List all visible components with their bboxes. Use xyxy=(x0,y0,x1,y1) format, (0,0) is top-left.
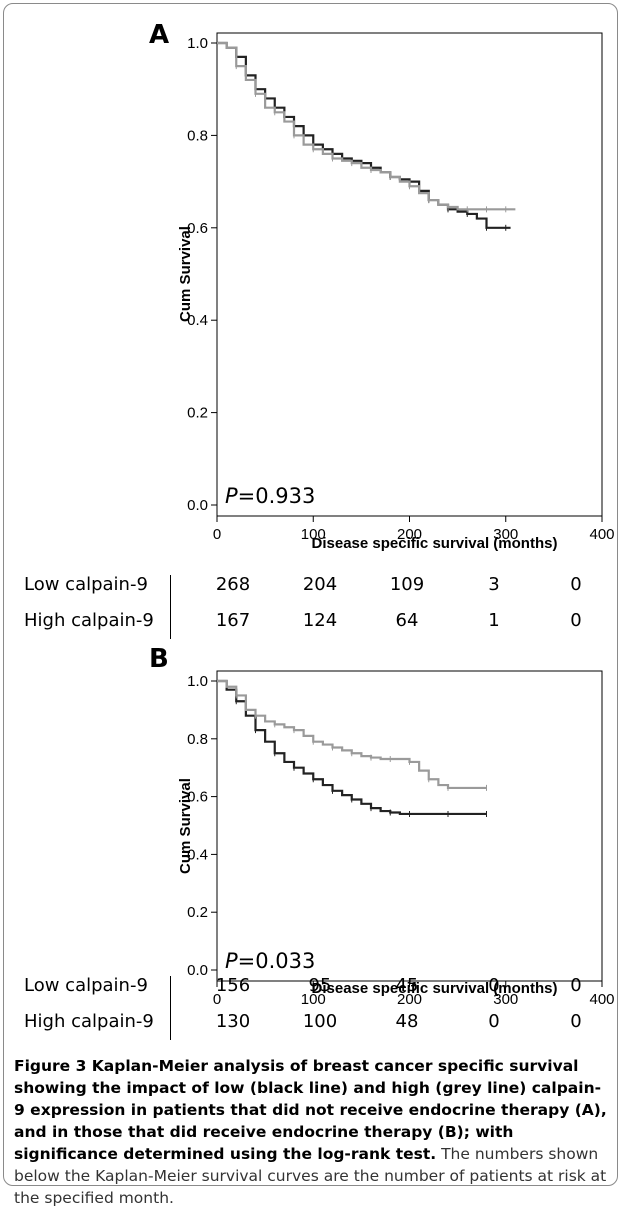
risk-count: 268 xyxy=(215,574,251,595)
x-tick-label: 0 xyxy=(213,991,221,1008)
risk-row-b-high: High calpain-9 130 100 48 0 0 xyxy=(0,1005,625,1043)
risk-divider-a xyxy=(170,575,171,639)
survival-chart-b: 0.0 0.2 0.4 0.6 0.8 1.0 0 100 200 300 400 Disease s… xyxy=(177,670,615,1008)
y-tick-label: 0.4 xyxy=(187,846,208,863)
risk-row-a-low: Low calpain-9 268 204 109 3 0 xyxy=(0,568,625,606)
survival-curve-series-1 xyxy=(217,679,487,816)
risk-label: High calpain-9 xyxy=(24,1011,154,1032)
y-tick-label: 0.2 xyxy=(187,405,208,422)
x-tick-label: 400 xyxy=(589,526,614,543)
y-tick-label: 0.6 xyxy=(187,220,208,237)
x-tick-label: 300 xyxy=(493,991,518,1008)
risk-count: 45 xyxy=(395,975,419,996)
risk-label: High calpain-9 xyxy=(24,610,154,631)
survival-curve-series-2 xyxy=(217,41,516,211)
figure-caption: Figure 3 Kaplan-Meier analysis of breast… xyxy=(14,1055,610,1209)
x-axis-title: Disease specific survival (months) xyxy=(312,980,558,997)
risk-count: 64 xyxy=(395,610,419,631)
y-tick-label: 1.0 xyxy=(187,35,208,52)
y-tick-label: 0.2 xyxy=(187,904,208,921)
risk-count: 109 xyxy=(389,574,425,595)
survival-chart-a: 0.0 0.2 0.4 0.6 0.8 1.0 0 100 200 300 400 Disease s… xyxy=(177,32,615,552)
risk-divider-b xyxy=(170,976,171,1040)
risk-count: 1 xyxy=(488,610,500,631)
risk-count: 130 xyxy=(215,1011,251,1032)
x-axis-title: Disease specific survival (months) xyxy=(312,535,558,552)
risk-count: 124 xyxy=(302,610,338,631)
x-tick-label: 100 xyxy=(301,991,326,1008)
x-tick-label: 100 xyxy=(301,526,326,543)
p-value-label: P=0.033 xyxy=(225,949,315,973)
risk-count: 204 xyxy=(302,574,338,595)
risk-count: 0 xyxy=(570,574,582,595)
risk-count: 0 xyxy=(570,1011,582,1032)
survival-curve-series-1 xyxy=(217,41,511,229)
figure-frame xyxy=(3,3,618,1186)
y-tick-label: 0.4 xyxy=(187,312,208,329)
risk-count: 3 xyxy=(488,574,500,595)
risk-count: 156 xyxy=(215,975,251,996)
y-axis-title: Cum Survival xyxy=(177,226,194,322)
x-tick-label: 300 xyxy=(493,526,518,543)
y-tick-label: 1.0 xyxy=(187,673,208,690)
panel-label-b: B xyxy=(149,644,169,674)
x-tick-label: 200 xyxy=(397,991,422,1008)
risk-count: 0 xyxy=(570,975,582,996)
risk-label: Low calpain-9 xyxy=(24,574,148,595)
y-tick-label: 0.8 xyxy=(187,127,208,144)
y-axis-title: Cum Survival xyxy=(177,778,194,874)
risk-count: 48 xyxy=(395,1011,419,1032)
risk-label: Low calpain-9 xyxy=(24,975,148,996)
x-tick-label: 400 xyxy=(589,991,614,1008)
risk-count: 167 xyxy=(215,610,251,631)
risk-count: 100 xyxy=(302,1011,338,1032)
plot-frame xyxy=(216,670,603,982)
x-tick-label: 0 xyxy=(213,526,221,543)
risk-count: 0 xyxy=(488,1011,500,1032)
risk-row-b-low: Low calpain-9 156 95 45 0 0 xyxy=(0,969,625,1007)
y-tick-label: 0.6 xyxy=(187,789,208,806)
y-tick-label: 0.0 xyxy=(187,962,208,979)
risk-count: 0 xyxy=(488,975,500,996)
p-value-label: P=0.933 xyxy=(225,484,315,508)
risk-row-a-high: High calpain-9 167 124 64 1 0 xyxy=(0,604,625,642)
x-tick-label: 200 xyxy=(397,526,422,543)
risk-count: 0 xyxy=(570,610,582,631)
y-tick-label: 0.0 xyxy=(187,497,208,514)
survival-curve-series-2 xyxy=(217,679,487,790)
y-tick-label: 0.8 xyxy=(187,731,208,748)
panel-label-a: A xyxy=(149,20,170,50)
risk-count: 95 xyxy=(308,975,332,996)
caption-bold: Figure 3 Kaplan-Meier analysis of breast… xyxy=(14,1057,607,1163)
